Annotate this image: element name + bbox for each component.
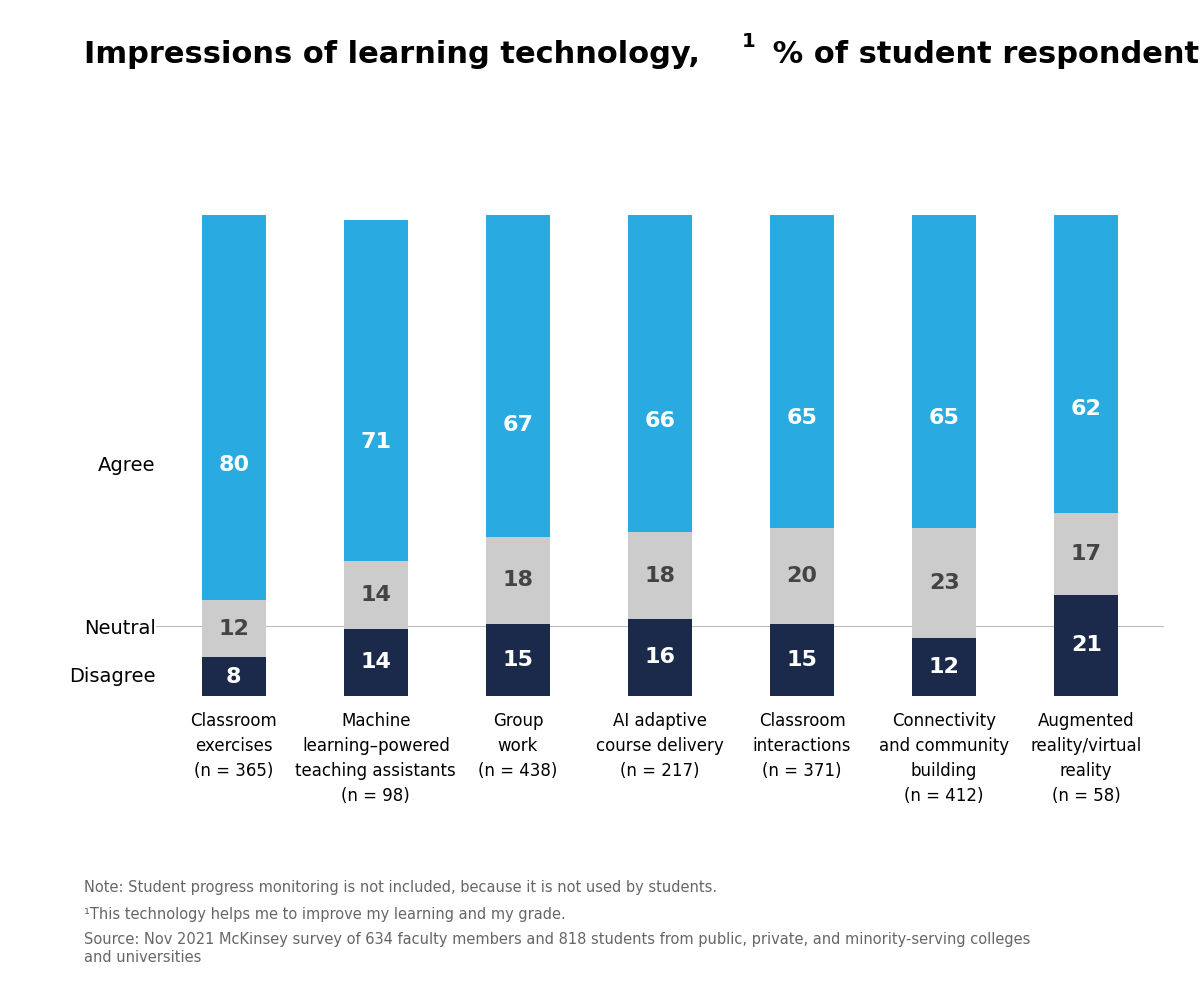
Text: ¹This technology helps me to improve my learning and my grade.: ¹This technology helps me to improve my …: [84, 907, 565, 921]
Bar: [770, 528, 834, 624]
Text: % of student respondents: % of student respondents: [762, 40, 1200, 69]
Bar: [202, 599, 265, 657]
Bar: [770, 216, 834, 528]
Text: 65: 65: [787, 409, 817, 428]
Bar: [486, 537, 550, 624]
Bar: [628, 619, 692, 696]
Bar: [912, 216, 976, 528]
Bar: [628, 533, 692, 619]
Text: 8: 8: [226, 667, 241, 687]
Text: 15: 15: [503, 650, 533, 670]
Text: 17: 17: [1070, 544, 1102, 564]
Text: 16: 16: [644, 647, 676, 667]
Text: 67: 67: [503, 414, 534, 434]
Text: 18: 18: [644, 566, 676, 585]
Bar: [1055, 513, 1118, 594]
Text: Note: Student progress monitoring is not included, because it is not used by stu: Note: Student progress monitoring is not…: [84, 880, 718, 895]
Text: 14: 14: [360, 584, 391, 605]
Bar: [486, 624, 550, 696]
Text: Neutral: Neutral: [84, 619, 156, 638]
Text: 23: 23: [929, 573, 960, 592]
Bar: [1055, 594, 1118, 696]
Text: 21: 21: [1070, 635, 1102, 655]
Bar: [912, 528, 976, 638]
Text: 65: 65: [929, 409, 960, 428]
Text: Agree: Agree: [98, 455, 156, 475]
Text: 1: 1: [742, 32, 755, 51]
Bar: [202, 657, 265, 696]
Text: 12: 12: [218, 618, 250, 638]
Text: 62: 62: [1070, 399, 1102, 419]
Bar: [344, 221, 408, 562]
Text: Impressions of learning technology,: Impressions of learning technology,: [84, 40, 700, 69]
Bar: [912, 638, 976, 696]
Text: 71: 71: [360, 431, 391, 452]
Bar: [486, 216, 550, 537]
Bar: [344, 628, 408, 696]
Text: Disagree: Disagree: [70, 667, 156, 686]
Bar: [1055, 216, 1118, 513]
Text: 20: 20: [786, 566, 817, 585]
Text: 15: 15: [787, 650, 817, 670]
Text: 80: 80: [218, 455, 250, 475]
Text: Source: Nov 2021 McKinsey survey of 634 faculty members and 818 students from pu: Source: Nov 2021 McKinsey survey of 634 …: [84, 932, 1031, 965]
Bar: [202, 216, 265, 599]
Bar: [770, 624, 834, 696]
Bar: [344, 562, 408, 628]
Text: 18: 18: [503, 571, 534, 590]
Text: 12: 12: [929, 657, 960, 677]
Bar: [628, 216, 692, 533]
Text: 14: 14: [360, 652, 391, 672]
Text: 66: 66: [644, 412, 676, 431]
